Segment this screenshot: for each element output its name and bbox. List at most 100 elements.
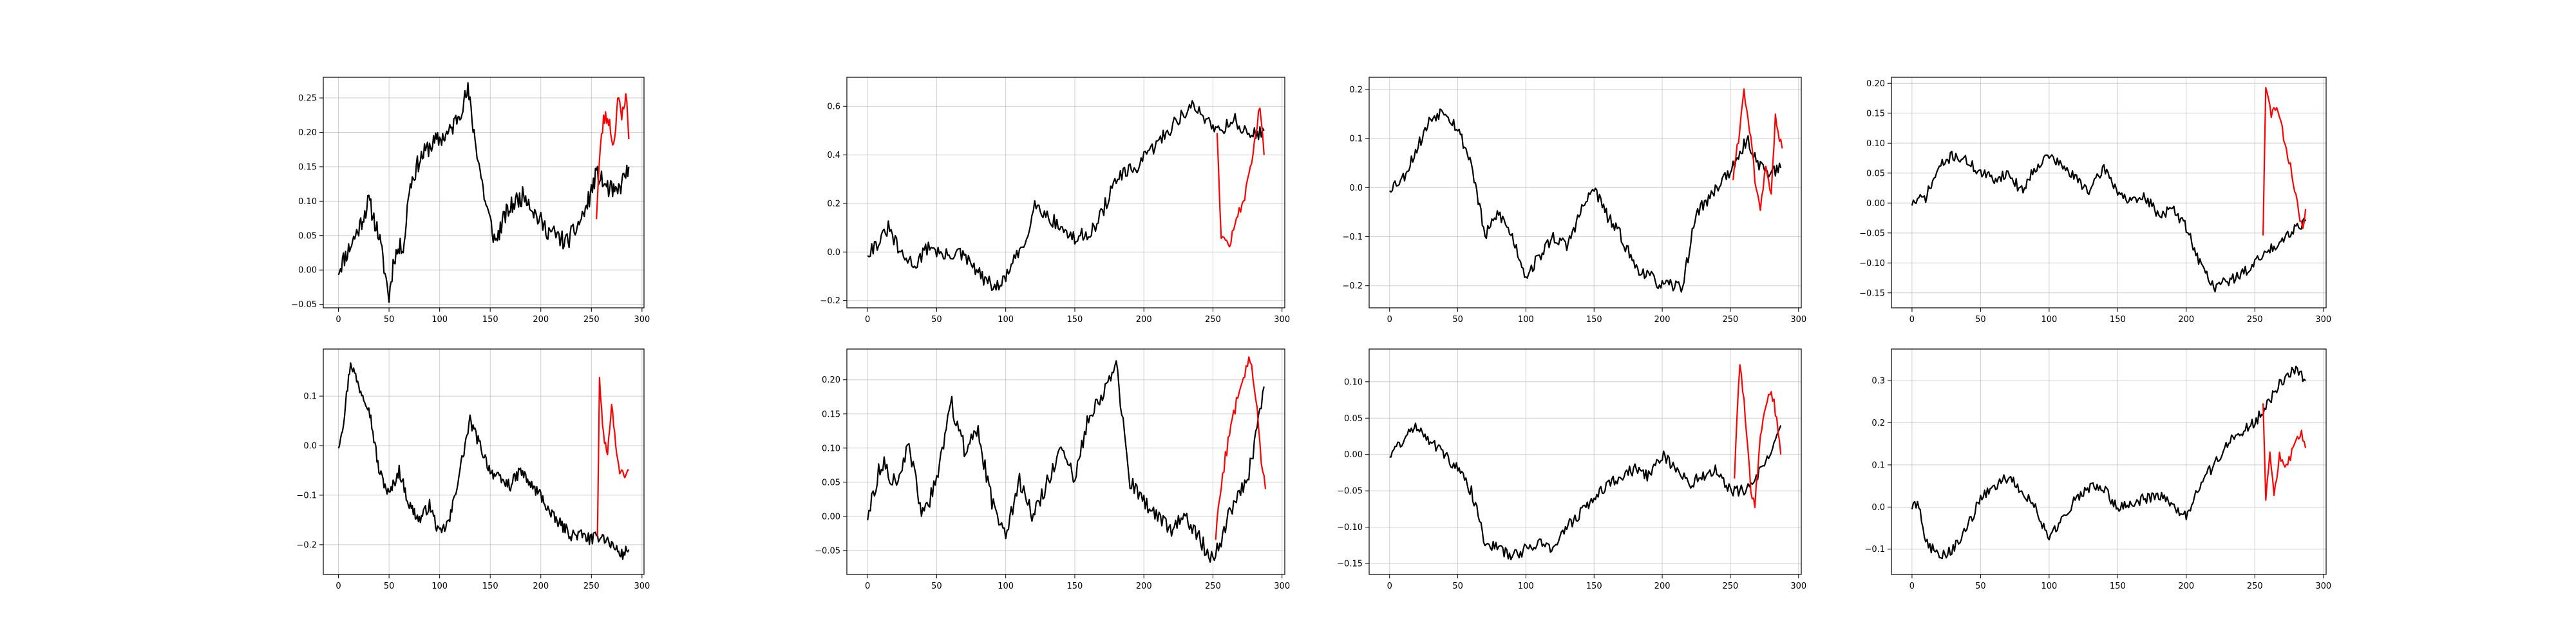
axes-frame <box>1891 348 2327 575</box>
y-tick-label: 0.25 <box>298 94 317 104</box>
y-tick-label: −0.2 <box>296 540 317 550</box>
x-tick-label: 50 <box>384 582 395 591</box>
forecast-series-line <box>596 93 630 220</box>
y-tick-label: 0.15 <box>822 410 840 419</box>
axes-frame <box>323 348 645 575</box>
y-tick-label: 0.20 <box>822 375 840 385</box>
x-tick-label: 100 <box>431 315 448 325</box>
actual-series-line <box>337 82 630 303</box>
actual-series-line <box>867 360 1265 563</box>
y-tick-label: 0.00 <box>1866 199 1885 209</box>
actual-series-line <box>1911 365 2306 560</box>
chart-panel-8: 0 50 100 150 200 250 300 −0.1 0.0 0.1 0.2 0.3 <box>1864 348 2331 591</box>
x-tick-label: 50 <box>931 582 942 591</box>
x-tick-label: 300 <box>1790 315 1806 325</box>
y-tick-label: 0.2 <box>827 199 840 209</box>
forecast-series-line <box>1732 88 1783 211</box>
y-tick-label: 0.20 <box>1866 79 1885 89</box>
y-tick-label: 0.15 <box>1866 109 1885 118</box>
x-tick-label: 200 <box>1136 315 1152 325</box>
x-tick-label: 150 <box>1586 315 1602 325</box>
x-tick-label: 0 <box>865 315 870 325</box>
x-tick-label: 250 <box>2247 315 2263 325</box>
y-tick-label: 0.10 <box>1344 377 1363 387</box>
x-tick-label: 0 <box>336 582 341 591</box>
chart-panel-4: 0 50 100 150 200 250 300 −0.15 −0.10 −0.05 0.00 0.0… <box>1859 77 2331 325</box>
y-tick-label: 0.10 <box>822 444 840 453</box>
forecast-series-line <box>1734 364 1782 508</box>
y-tick-label: 0.0 <box>1871 503 1885 513</box>
y-tick-label: 0.1 <box>1871 460 1885 470</box>
y-tick-label: 0.15 <box>298 162 317 172</box>
y-tick-label: −0.05 <box>291 300 317 310</box>
y-tick-label: 0.3 <box>1871 377 1885 386</box>
y-tick-label: −0.1 <box>1864 545 1885 554</box>
x-tick-label: 150 <box>1067 582 1083 591</box>
axes-frame <box>1368 77 1802 308</box>
x-tick-label: 300 <box>1274 582 1290 591</box>
x-tick-label: 250 <box>583 315 600 325</box>
axes-frame <box>846 77 1285 308</box>
x-tick-label: 250 <box>1723 582 1739 591</box>
y-tick-label: −0.05 <box>1337 487 1363 497</box>
x-tick-label: 150 <box>1067 315 1083 325</box>
y-tick-label: −0.15 <box>1859 289 1885 298</box>
y-tick-label: 0.00 <box>822 512 840 522</box>
chart-panel-3: 0 50 100 150 200 250 300 −0.2 −0.1 0.0 0.1 0.2 <box>1342 77 1806 325</box>
axes-frame <box>1368 348 1802 575</box>
y-tick-label: 0.20 <box>298 128 317 138</box>
y-tick-label: 0.0 <box>1349 184 1363 193</box>
y-tick-label: 0.05 <box>822 478 840 488</box>
actual-series-line <box>1389 422 1782 561</box>
chart-panel-1: 0 50 100 150 200 250 300 −0.05 0.00 0.05 0.10 0.15 0… <box>291 77 650 325</box>
y-tick-label: 0.10 <box>298 197 317 207</box>
x-tick-label: 200 <box>1654 582 1671 591</box>
actual-series-line <box>1911 150 2307 292</box>
forecast-series-line <box>596 377 629 537</box>
y-tick-label: −0.10 <box>1859 259 1885 269</box>
x-tick-label: 50 <box>1452 315 1463 325</box>
actual-series-line <box>1389 108 1782 293</box>
y-tick-label: 0.05 <box>298 231 317 241</box>
x-tick-label: 200 <box>533 582 549 591</box>
y-tick-label: 0.05 <box>1866 169 1885 178</box>
x-tick-label: 250 <box>1723 315 1739 325</box>
x-tick-label: 200 <box>2178 315 2194 325</box>
y-tick-label: 0.00 <box>298 266 317 276</box>
x-tick-label: 300 <box>1790 582 1806 591</box>
x-tick-label: 250 <box>2247 582 2263 591</box>
x-tick-label: 100 <box>998 582 1014 591</box>
x-tick-label: 100 <box>2041 582 2057 591</box>
x-tick-label: 250 <box>583 582 600 591</box>
x-tick-label: 0 <box>1387 582 1392 591</box>
x-tick-label: 200 <box>1136 582 1152 591</box>
x-tick-label: 300 <box>634 315 650 325</box>
y-tick-label: 0.00 <box>1344 450 1363 460</box>
y-tick-label: −0.05 <box>815 546 840 556</box>
chart-panel-6: 0 50 100 150 200 250 300 −0.05 0.00 0.05 0.10 0.15 0… <box>815 348 1290 591</box>
y-tick-label: 0.0 <box>827 248 840 258</box>
x-tick-label: 300 <box>634 582 650 591</box>
y-tick-label: −0.2 <box>1342 281 1363 291</box>
y-tick-label: 0.0 <box>303 442 317 451</box>
y-tick-label: −0.05 <box>1859 229 1885 238</box>
x-tick-label: 200 <box>533 315 549 325</box>
x-tick-label: 0 <box>1387 315 1392 325</box>
x-tick-label: 200 <box>2178 582 2194 591</box>
x-tick-label: 100 <box>1518 315 1534 325</box>
y-tick-label: 0.10 <box>1866 139 1885 149</box>
x-tick-label: 50 <box>1975 315 1986 325</box>
y-tick-label: −0.10 <box>1337 523 1363 533</box>
x-tick-label: 0 <box>336 315 341 325</box>
x-tick-label: 0 <box>865 582 870 591</box>
x-tick-label: 150 <box>2110 582 2126 591</box>
x-tick-label: 0 <box>1909 582 1915 591</box>
y-tick-label: 0.6 <box>827 102 840 112</box>
x-tick-label: 150 <box>482 582 498 591</box>
actual-series-line <box>867 100 1265 291</box>
y-tick-label: 0.4 <box>827 151 840 160</box>
x-tick-label: 50 <box>931 315 942 325</box>
y-tick-label: −0.15 <box>1337 560 1363 569</box>
